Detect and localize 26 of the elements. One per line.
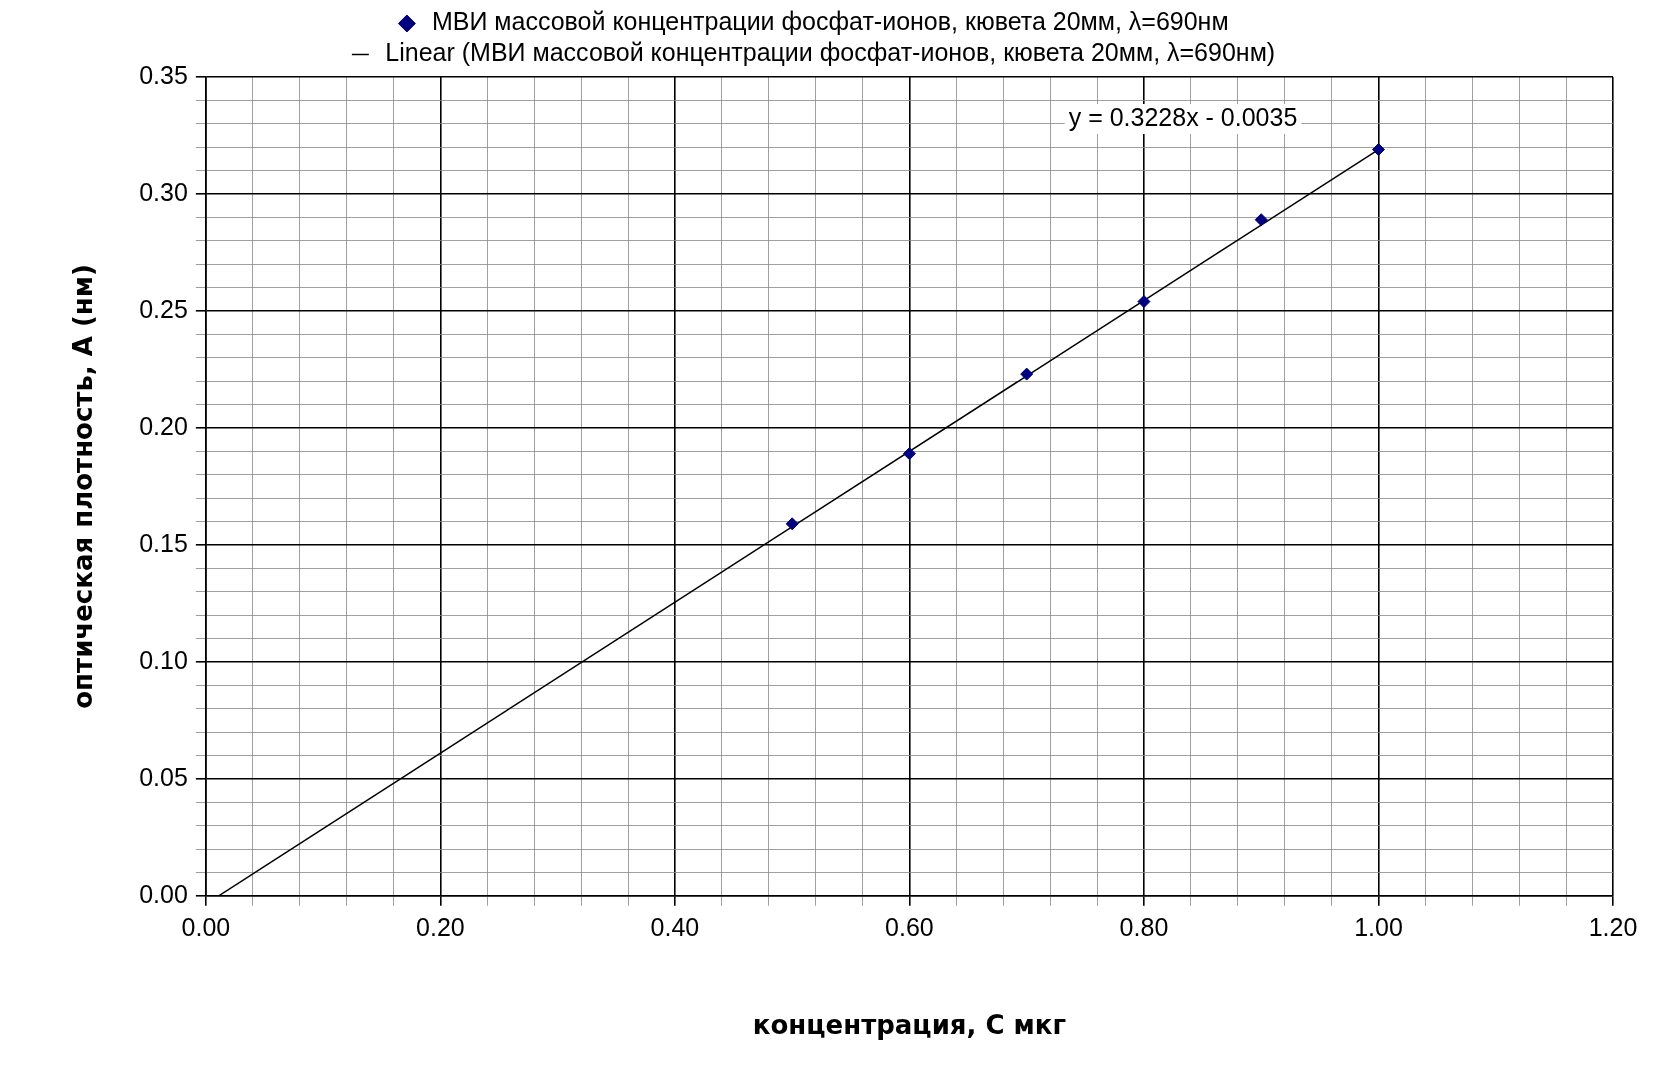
x-tick-label: 0.60 — [885, 912, 934, 941]
x-tick-label: 0.00 — [181, 912, 231, 941]
legend-label: МВИ массовой концентрации фосфат-ионов, кювета 20мм, λ=690нм — [431, 7, 1229, 36]
annotation: y = 0.3228x - 0.0035 — [1068, 102, 1298, 131]
point — [1137, 295, 1151, 309]
y-tick-label: 0.35 — [139, 60, 188, 89]
y-tick-label: 0.00 — [139, 879, 188, 908]
x-tick-label: 0.80 — [1119, 912, 1169, 941]
y-tick-label: 0.20 — [139, 411, 188, 440]
point — [785, 517, 799, 531]
y-tick-label: 0.15 — [139, 528, 188, 557]
point — [902, 447, 916, 461]
point — [1020, 367, 1034, 381]
x-tick-label: 0.20 — [416, 912, 465, 941]
y-tick-label: 0.10 — [139, 645, 188, 674]
y-axis-title: оптическая плотность, А (нм) — [68, 264, 99, 709]
legend-label: Linear (МВИ массовой концентрации фосфат-ионов, кювета 20мм, λ=690нм) — [385, 38, 1276, 67]
x-tick-label: 0.40 — [650, 912, 700, 941]
x-axis-title: концентрация, С мкг — [752, 1010, 1067, 1041]
point — [1254, 213, 1268, 227]
y-tick-label: 0.25 — [139, 294, 188, 323]
y-tick-label: 0.30 — [139, 177, 188, 206]
x-tick-label: 1.20 — [1588, 912, 1638, 941]
x-tick-label: 1.00 — [1354, 912, 1403, 941]
y-tick-label: 0.05 — [139, 762, 188, 791]
point — [1371, 143, 1385, 157]
